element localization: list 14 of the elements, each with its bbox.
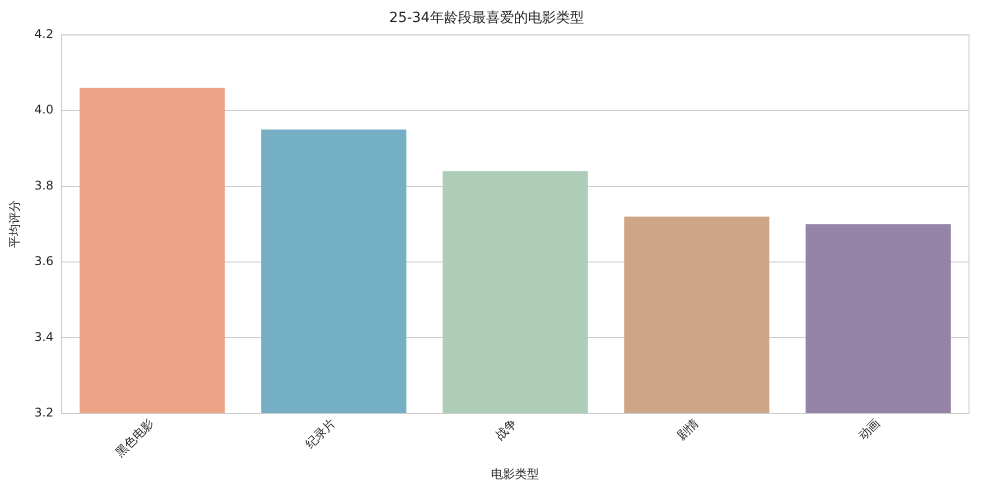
chart-title: 25-34年龄段最喜爱的电影类型 (389, 10, 584, 26)
y-tick-label: 4.0 (34, 102, 54, 117)
x-tick-label: 黑色电影 (112, 416, 157, 460)
y-tick-label: 4.2 (34, 26, 54, 41)
y-tick-label: 3.6 (34, 254, 54, 268)
x-tick-label: 动画 (856, 416, 883, 443)
y-tick-label: 3.2 (34, 406, 54, 420)
y-tick-label: 3.4 (34, 330, 54, 344)
x-tick-label: 战争 (492, 416, 520, 443)
x-tick-label: 剧情 (674, 416, 702, 443)
y-axis-title: 平均评分 (7, 200, 22, 248)
x-axis-title: 电影类型 (491, 466, 540, 481)
x-tick-label: 纪录片 (302, 416, 338, 452)
y-tick-label: 3.8 (34, 178, 54, 192)
